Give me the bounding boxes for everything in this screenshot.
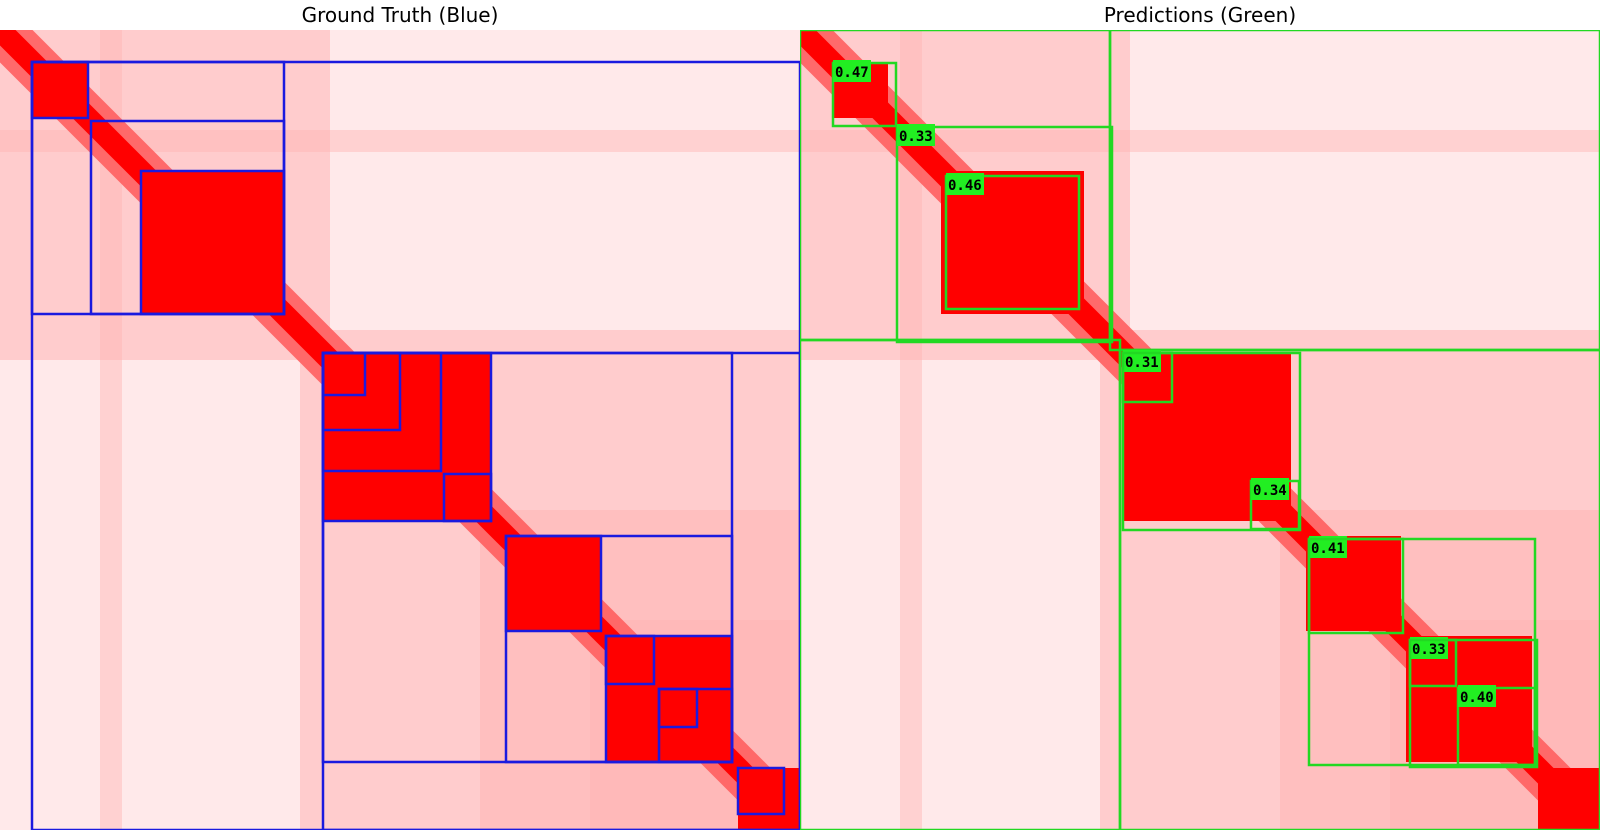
domain-block xyxy=(606,636,732,762)
predictions-panel: 0.47 0.33 0.46 0.31 0.34 0.41 0.33 0.40 xyxy=(800,30,1600,830)
confidence-label: 0.40 xyxy=(1460,690,1494,706)
prediction-box xyxy=(944,174,1081,311)
prediction-box xyxy=(1456,686,1537,767)
ground-truth-box xyxy=(736,766,786,816)
ground-truth-box xyxy=(139,169,286,316)
domain-block xyxy=(33,63,88,118)
ground-truth-box xyxy=(30,60,90,120)
predictions-heatmap: 0.47 0.33 0.46 0.31 0.34 0.41 0.33 0.40 xyxy=(800,30,1600,830)
confidence-label-bg xyxy=(1309,536,1347,558)
confidence-label: 0.46 xyxy=(948,178,982,194)
confidence-label-bg xyxy=(1458,685,1496,707)
confidence-label: 0.33 xyxy=(899,129,933,145)
prediction-box xyxy=(1307,537,1405,635)
confidence-label-bg xyxy=(1410,637,1448,659)
prediction-box xyxy=(1118,348,1600,830)
ground-truth-box xyxy=(30,60,800,830)
confidence-label: 0.31 xyxy=(1125,355,1159,371)
prediction-box xyxy=(1408,638,1539,769)
confidence-label: 0.47 xyxy=(835,65,869,81)
confidence-label-bg xyxy=(1251,478,1289,500)
ground-truth-heatmap xyxy=(0,30,800,830)
confidence-label-bg xyxy=(946,173,984,195)
confidence-label-bg xyxy=(1123,350,1161,372)
confidence-label: 0.33 xyxy=(1412,642,1446,658)
ground-truth-title: Ground Truth (Blue) xyxy=(301,3,499,27)
ground-truth-box xyxy=(321,351,367,397)
domain-block xyxy=(323,353,491,521)
ground-truth-panel xyxy=(0,30,800,830)
predictions-title: Predictions (Green) xyxy=(1103,3,1297,27)
domain-block xyxy=(506,536,601,631)
confidence-label-bg xyxy=(833,60,871,82)
domain-block xyxy=(738,768,800,830)
confidence-label: 0.41 xyxy=(1311,541,1345,557)
ground-truth-box xyxy=(657,687,699,729)
ground-truth-box xyxy=(442,472,493,523)
prediction-box xyxy=(895,125,1114,344)
prediction-box xyxy=(1408,638,1458,688)
prediction-box xyxy=(1307,537,1537,767)
domain-block xyxy=(1538,768,1600,830)
domain-block xyxy=(141,171,284,314)
confidence-label: 0.34 xyxy=(1253,483,1287,499)
prediction-box xyxy=(1121,351,1174,404)
confidence-label-bg xyxy=(897,124,935,146)
ground-truth-box xyxy=(604,634,656,686)
ground-truth-box xyxy=(504,534,603,633)
prediction-box xyxy=(1121,351,1302,532)
